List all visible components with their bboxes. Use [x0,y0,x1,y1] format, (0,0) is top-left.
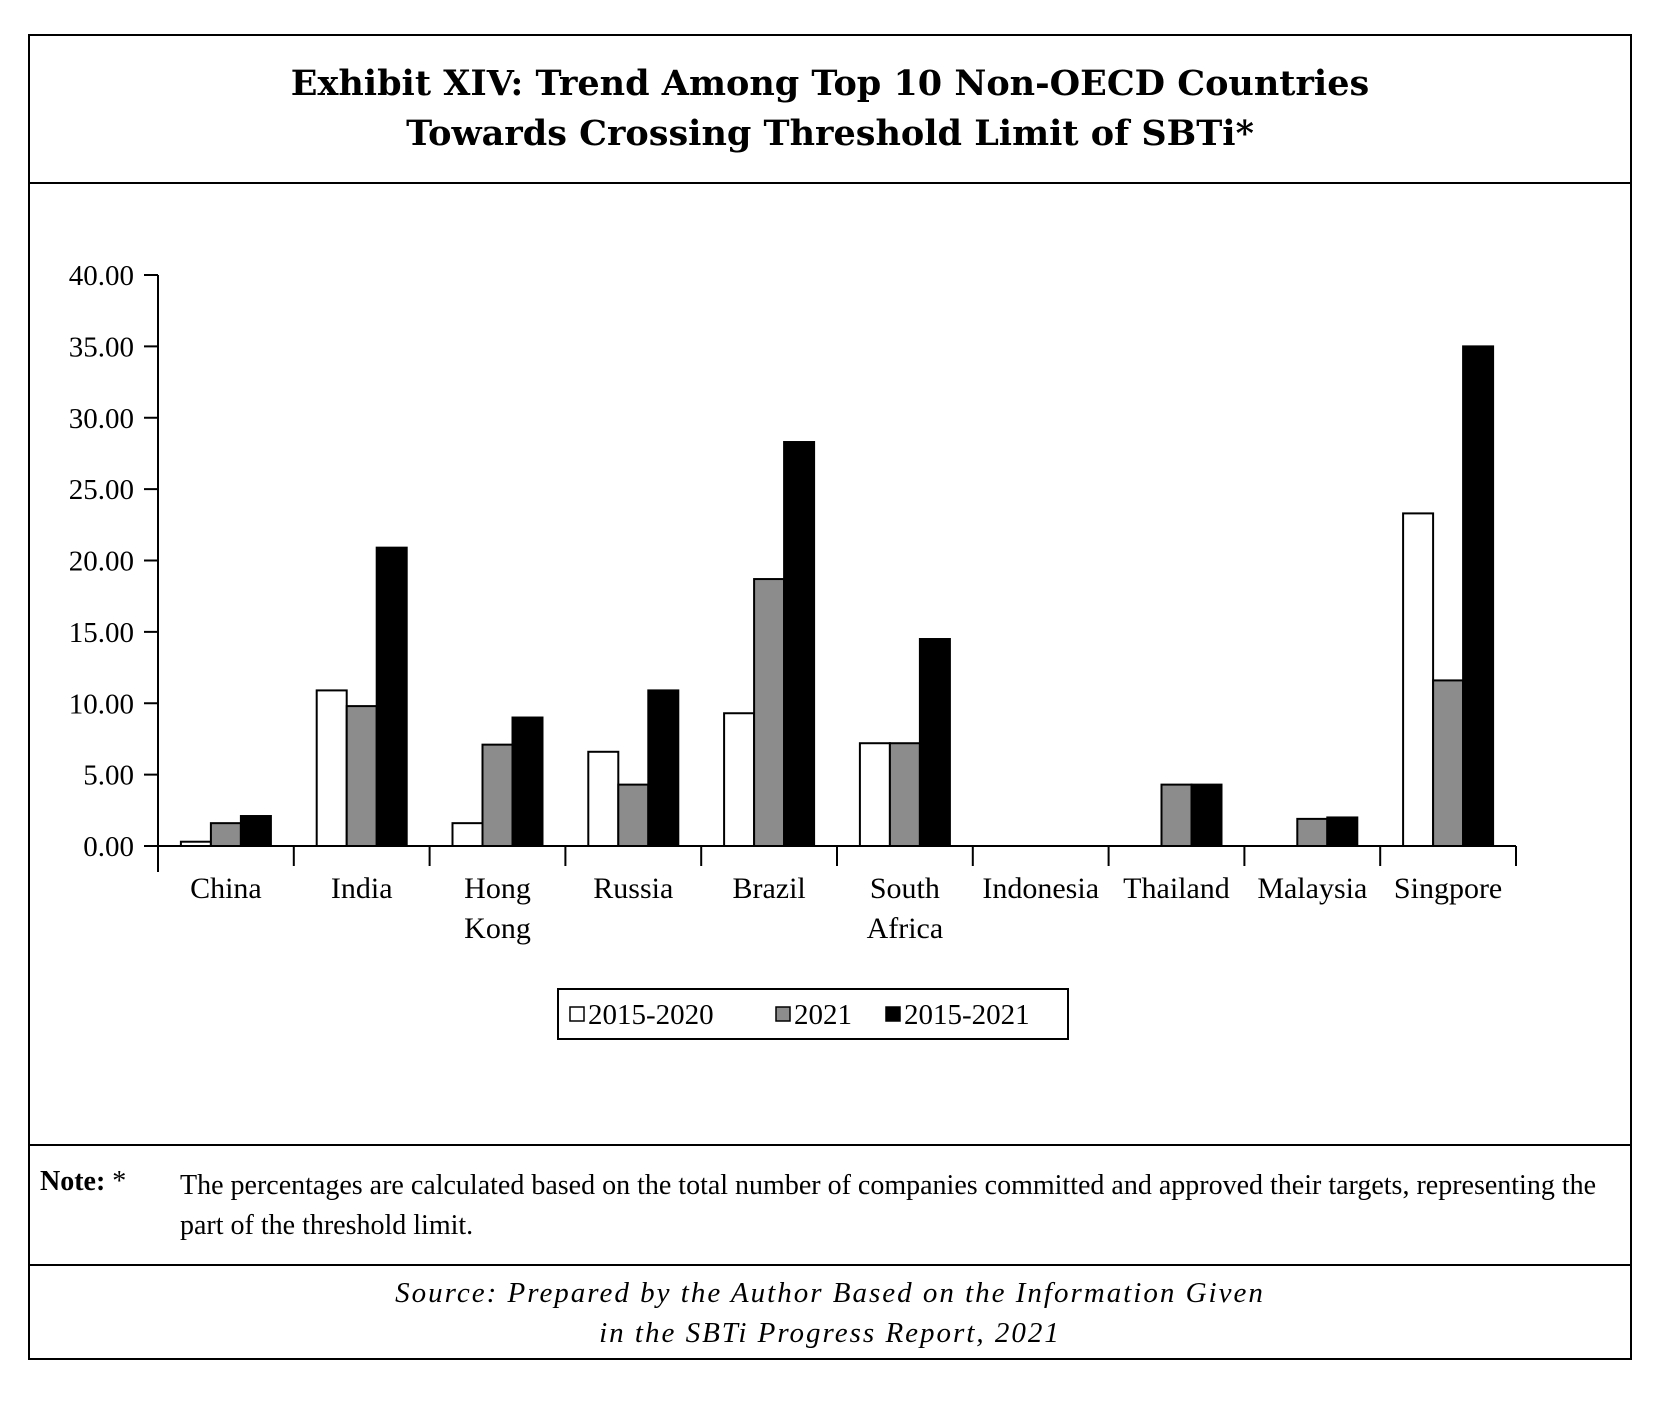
bar [1160,783,1193,847]
x-category-label: Thailand [1123,872,1230,905]
bar [753,578,786,847]
title-box: Exhibit XIV: Trend Among Top 10 Non-OECD… [30,36,1630,184]
bar-chart: 40.00 35.00 30.00 25.00 20.00 15.00 10.00 5.00 0… [69,260,1517,1040]
exhibit-frame: Exhibit XIV: Trend Among Top 10 Non-OECD… [28,34,1632,1360]
bar [858,742,891,847]
y-tick-label: 15.00 [69,617,134,649]
x-category-label: Indonesia [982,872,1099,905]
note-box: Note: * The percentages are calculated b… [30,1146,1630,1266]
x-category-label: India [331,872,393,905]
bar [918,638,951,848]
y-tick-label: 35.00 [69,331,134,363]
bar [345,705,378,847]
bar [647,689,680,847]
legend-label: 2021 [794,999,852,1031]
x-category-label: Singpore [1394,872,1502,905]
bar [209,822,242,847]
bar [1326,816,1359,848]
note-label: Note: * [40,1166,127,1197]
y-tick-label: 40.00 [69,260,134,292]
bar [315,689,348,847]
bar [1432,679,1465,847]
legend-box [557,988,1069,1040]
x-category-label: Malaysia [1257,872,1367,905]
x-category-label: Africa [867,912,944,945]
y-tick-label: 0.00 [83,831,134,863]
bar [1296,817,1329,848]
bar [587,750,620,847]
chart-title-line-1: Exhibit XIV: Trend Among Top 10 Non-OECD… [290,63,1370,104]
source-box: Source: Prepared by the Author Based on … [30,1266,1630,1360]
bar [1402,512,1435,847]
x-category-label: Hong [464,872,531,905]
y-tick-label: 30.00 [69,403,134,435]
bar [1190,783,1223,847]
legend-swatch [569,1006,585,1022]
bar [723,712,756,847]
y-tick-label: 5.00 [83,760,134,792]
y-tick-label: 25.00 [69,474,134,506]
chart-title-line-2: Towards Crossing Threshold Limit of SBTi… [406,113,1254,154]
note-marker: * [112,1166,127,1197]
legend-swatch [775,1006,791,1022]
bar [451,822,484,847]
bar [481,743,514,848]
bar [179,840,212,848]
x-category-label: Russia [593,872,673,905]
legend-label: 2015-2020 [588,999,714,1031]
x-category-label: South [870,872,940,905]
x-category-label: China [190,872,262,905]
x-category-label: Kong [464,912,531,945]
bar [1462,345,1495,847]
chart-area: 40.00 35.00 30.00 25.00 20.00 15.00 10.00 5.00 0… [30,184,1630,1146]
source-line-2: in the SBTi Progress Report, 2021 [599,1317,1061,1349]
bar [617,783,650,847]
note-text: The percentages are calculated based on … [180,1170,1597,1241]
bar [239,815,272,848]
y-tick-label: 20.00 [69,546,134,578]
bar [888,742,921,847]
legend-swatch [885,1006,901,1022]
bar [783,441,816,847]
source-line-1: Source: Prepared by the Author Based on … [395,1277,1265,1309]
legend-label: 2015-2021 [904,999,1030,1031]
bar [511,716,544,848]
bar [375,546,408,847]
x-category-label: Brazil [732,872,805,905]
y-tick-label: 10.00 [69,688,134,720]
